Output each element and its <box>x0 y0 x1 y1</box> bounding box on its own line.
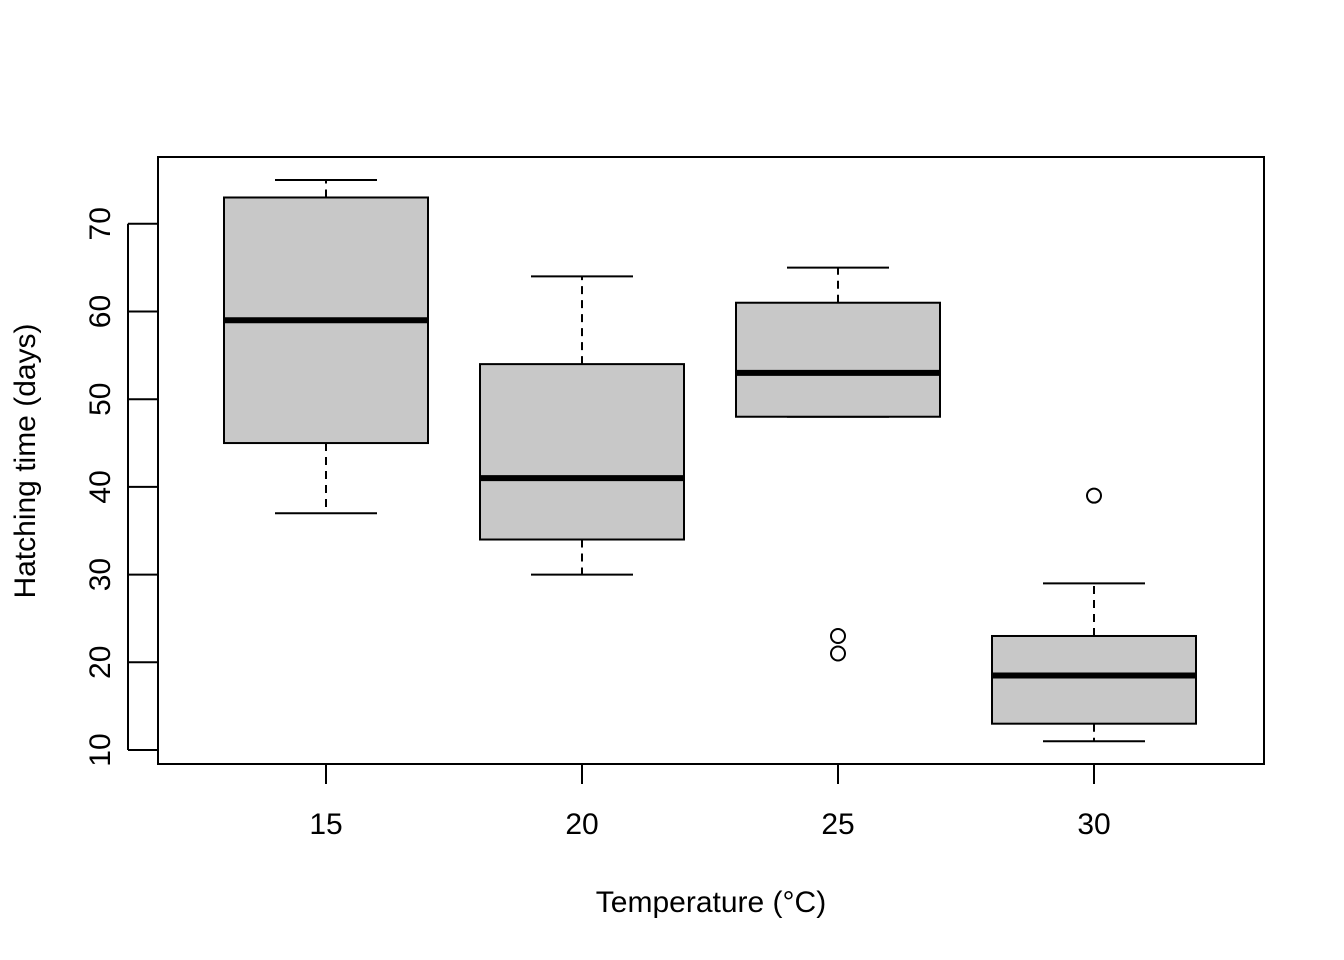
outlier-point <box>1086 487 1102 504</box>
iqr-box <box>735 301 941 418</box>
y-tick-label: 30 <box>84 558 117 591</box>
y-axis-label: Hatching time (days) <box>9 323 42 598</box>
plot-frame <box>157 156 1265 765</box>
outlier-point <box>830 627 846 644</box>
y-axis: 10 20 30 40 50 60 70 <box>84 207 158 767</box>
y-tick-label: 50 <box>84 383 117 416</box>
iqr-box <box>479 363 685 541</box>
x-axis: 15 20 25 30 <box>309 764 1111 841</box>
x-tick-label: 30 <box>1077 808 1110 841</box>
y-tick-label: 20 <box>84 646 117 679</box>
box-group-30 <box>991 487 1197 743</box>
outlier-point <box>830 645 846 662</box>
y-tick-label: 70 <box>84 207 117 240</box>
box-group-15 <box>223 178 429 515</box>
box-group-20 <box>479 275 685 576</box>
x-axis-label: Temperature (°C) <box>596 886 826 919</box>
box-group-25 <box>735 266 941 662</box>
y-tick-label: 40 <box>84 470 117 503</box>
x-tick-label: 15 <box>309 808 342 841</box>
box-marks <box>223 178 1197 743</box>
x-tick-label: 20 <box>565 808 598 841</box>
x-tick-label: 25 <box>821 808 854 841</box>
iqr-box <box>991 634 1197 725</box>
y-tick-label: 10 <box>84 733 117 766</box>
y-tick-label: 60 <box>84 295 117 328</box>
